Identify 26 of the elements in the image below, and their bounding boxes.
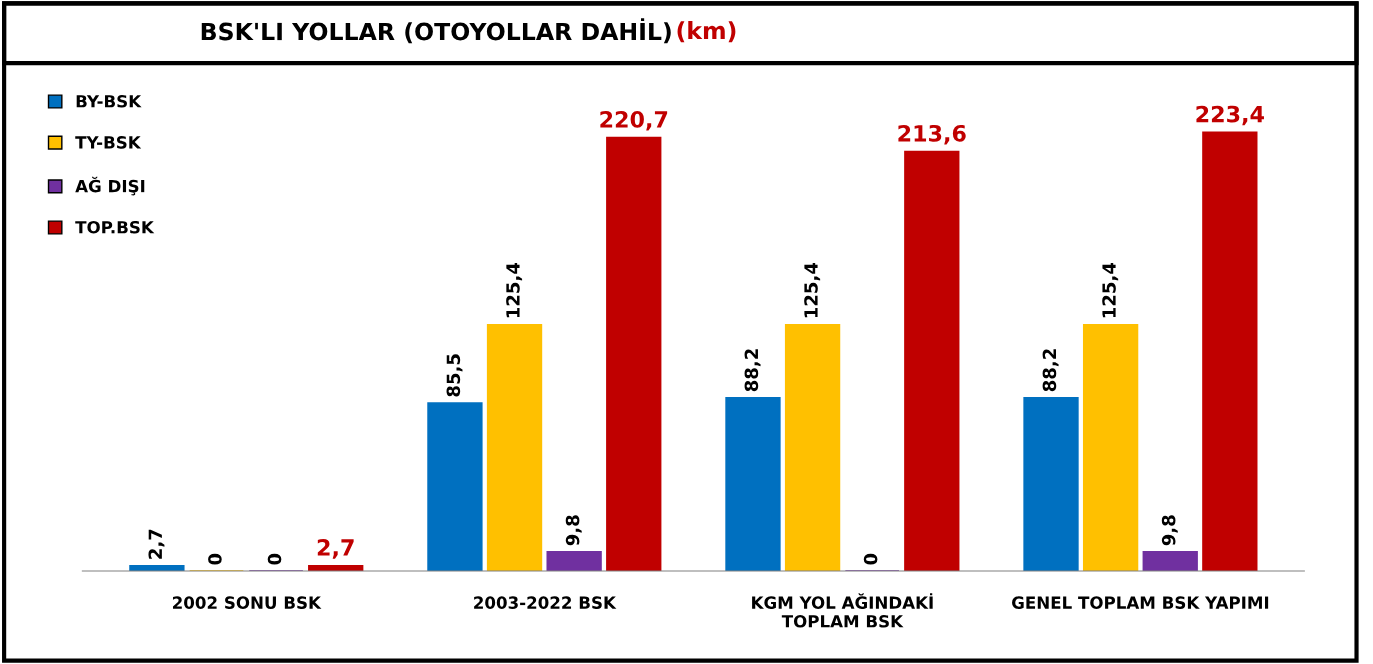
legend-label: AĞ DIŞI (75, 176, 145, 196)
x-tick-label: GENEL TOPLAM BSK YAPIMI (1012, 596, 1269, 609)
legend-label: TOP.BSK (75, 220, 155, 234)
chart-subtitle: (km) (677, 21, 736, 43)
data-label: 2,7 (317, 539, 354, 559)
x-tick-label: 2003-2022 BSK (474, 596, 617, 609)
chart-title: BSK'LI YOLLAR (OTOYOLLAR DAHİL) (201, 18, 671, 44)
data-label: 9,8 (565, 515, 582, 546)
x-tick-label: KGM YOL AĞINDAKİ TOPLAM BSK (752, 593, 933, 628)
data-label: 125,4 (506, 262, 523, 318)
x-tick-label: 2002 SONU BSK (172, 596, 322, 609)
data-label: 220,7 (600, 110, 668, 131)
data-label: 9,8 (1161, 515, 1178, 546)
data-label: 85,5 (446, 354, 463, 397)
data-label: 0 (208, 553, 222, 565)
data-label: 125,4 (1102, 262, 1119, 318)
data-label: 0 (267, 553, 282, 565)
data-label: 0 (863, 553, 878, 565)
data-label: 125,4 (804, 262, 821, 318)
data-label: 223,4 (1196, 105, 1264, 126)
data-label: 2,7 (148, 529, 165, 559)
data-label: 213,6 (898, 124, 966, 145)
legend-label: TY-BSK (75, 136, 142, 149)
data-label: 88,2 (744, 349, 761, 392)
data-label: 88,2 (1042, 349, 1059, 392)
legend-label: BY-BSK (76, 94, 142, 108)
